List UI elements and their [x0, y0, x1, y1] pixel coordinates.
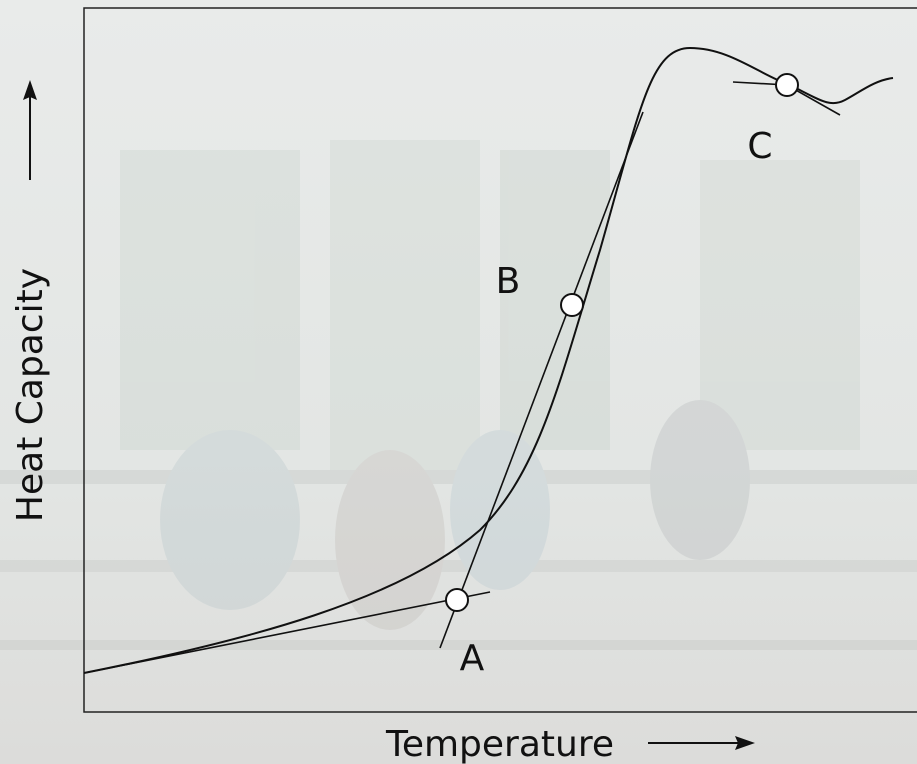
y-axis-label: Heat Capacity: [10, 268, 51, 522]
point-c: [776, 74, 798, 96]
point-label: C: [747, 126, 772, 167]
point-a: [446, 589, 468, 611]
x-axis-label: Temperature: [385, 724, 614, 764]
point-label: B: [496, 261, 521, 302]
point-label: A: [460, 638, 485, 679]
point-b: [561, 294, 583, 316]
diagram: A B C Temperature Heat Capacity: [0, 0, 917, 764]
